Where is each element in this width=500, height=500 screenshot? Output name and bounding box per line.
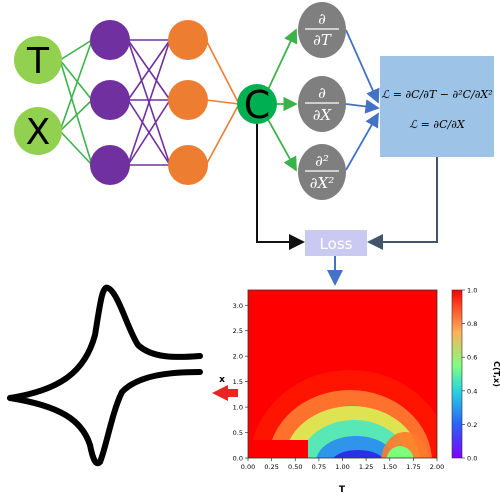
colorbar-ticks: 0.0 0.2 0.4 0.6 0.8 1.0 bbox=[462, 287, 477, 463]
derivative-node-dx2: ∂² ∂X² bbox=[298, 144, 346, 200]
hidden1-node bbox=[90, 20, 130, 60]
hidden2-node bbox=[168, 80, 208, 120]
derivative-node-dt: ∂ ∂T bbox=[298, 2, 346, 58]
output-node-c: C bbox=[237, 83, 277, 127]
red-arrow-icon bbox=[212, 385, 238, 401]
x-tick-label: 0.25 bbox=[264, 463, 278, 471]
heatmap-x-ticks: 0.00 0.25 0.50 0.75 1.00 1.25 1.50 1.75 2.00 bbox=[241, 458, 444, 471]
loss-label: Loss bbox=[320, 235, 353, 253]
input-node-t: T bbox=[14, 36, 62, 84]
x-tick-label: 0.00 bbox=[241, 463, 255, 471]
colorbar bbox=[452, 290, 462, 458]
input-node-x: X bbox=[14, 107, 62, 155]
heatmap-ylabel: x bbox=[219, 375, 225, 385]
edge bbox=[60, 60, 92, 165]
edges-derivatives-equations bbox=[346, 30, 378, 170]
deriv-den: ∂X bbox=[313, 106, 333, 124]
edge bbox=[206, 104, 239, 165]
edge bbox=[60, 40, 92, 131]
edges-hidden2-output bbox=[206, 40, 239, 165]
output-label: C bbox=[244, 83, 271, 127]
hidden1-node bbox=[90, 80, 130, 120]
edge bbox=[206, 40, 239, 104]
equation-boundary: ℒ = ∂C/∂X bbox=[409, 118, 466, 131]
derivative-node-dx: ∂ ∂X bbox=[298, 76, 346, 132]
deriv-den: ∂X² bbox=[310, 174, 334, 192]
y-tick-label: 1.5 bbox=[233, 378, 243, 386]
y-tick-label: 0.0 bbox=[233, 455, 243, 463]
deriv-num: ∂ bbox=[318, 84, 326, 102]
arrow-equations-to-loss bbox=[369, 157, 437, 242]
hidden2-node bbox=[168, 20, 208, 60]
edge bbox=[60, 40, 92, 60]
hidden-layer-1 bbox=[90, 20, 130, 185]
hidden1-node bbox=[90, 145, 130, 185]
cbar-tick-label: 0.2 bbox=[467, 421, 477, 429]
input-label-t: T bbox=[26, 41, 50, 82]
x-tick-label: 1.75 bbox=[406, 463, 420, 471]
edges-hidden1-hidden2 bbox=[128, 40, 170, 165]
arrow-output-to-loss bbox=[257, 118, 303, 242]
heatmap-plot: 0.00 0.25 0.50 0.75 1.00 1.25 1.50 1.75 2.00 0.0… bbox=[219, 287, 500, 500]
heatmap-y-ticks: 0.0 0.5 1.0 1.5 2.0 2.5 3.0 bbox=[233, 302, 248, 463]
deriv-den: ∂T bbox=[313, 31, 332, 49]
x-tick-label: 1.00 bbox=[335, 463, 349, 471]
colorbar-label: C(T,x) bbox=[492, 361, 500, 387]
edges-input-hidden1 bbox=[60, 40, 92, 165]
cbar-tick-label: 0.0 bbox=[467, 455, 477, 463]
equation-residual: ℒ = ∂C/∂T − ∂²C/∂X² bbox=[381, 88, 492, 101]
heatmap-xlabel: T bbox=[339, 485, 346, 495]
x-tick-label: 0.75 bbox=[312, 463, 326, 471]
y-tick-label: 2.0 bbox=[233, 353, 243, 361]
x-tick-label: 0.50 bbox=[288, 463, 302, 471]
loss-box: Loss bbox=[305, 230, 367, 256]
deriv-num: ∂² bbox=[315, 152, 329, 170]
y-tick-label: 0.5 bbox=[233, 429, 243, 437]
edge bbox=[60, 60, 92, 100]
y-tick-label: 1.0 bbox=[233, 404, 243, 412]
cbar-tick-label: 0.6 bbox=[467, 354, 477, 362]
x-tick-label: 2.00 bbox=[430, 463, 444, 471]
deriv-num: ∂ bbox=[318, 10, 326, 28]
equation-box: ℒ = ∂C/∂T − ∂²C/∂X² ℒ = ∂C/∂X bbox=[380, 56, 494, 157]
y-tick-label: 2.5 bbox=[233, 327, 243, 335]
hidden2-node bbox=[168, 145, 208, 185]
x-tick-label: 1.25 bbox=[359, 463, 373, 471]
input-label-x: X bbox=[26, 112, 51, 153]
cbar-tick-label: 0.4 bbox=[467, 387, 477, 395]
edge bbox=[206, 100, 239, 104]
y-tick-label: 3.0 bbox=[233, 302, 243, 310]
hidden-layer-2 bbox=[168, 20, 208, 185]
x-tick-label: 1.50 bbox=[383, 463, 397, 471]
cbar-tick-label: 0.8 bbox=[467, 320, 477, 328]
cbar-tick-label: 1.0 bbox=[467, 287, 477, 295]
voltammogram-curve bbox=[10, 288, 200, 464]
